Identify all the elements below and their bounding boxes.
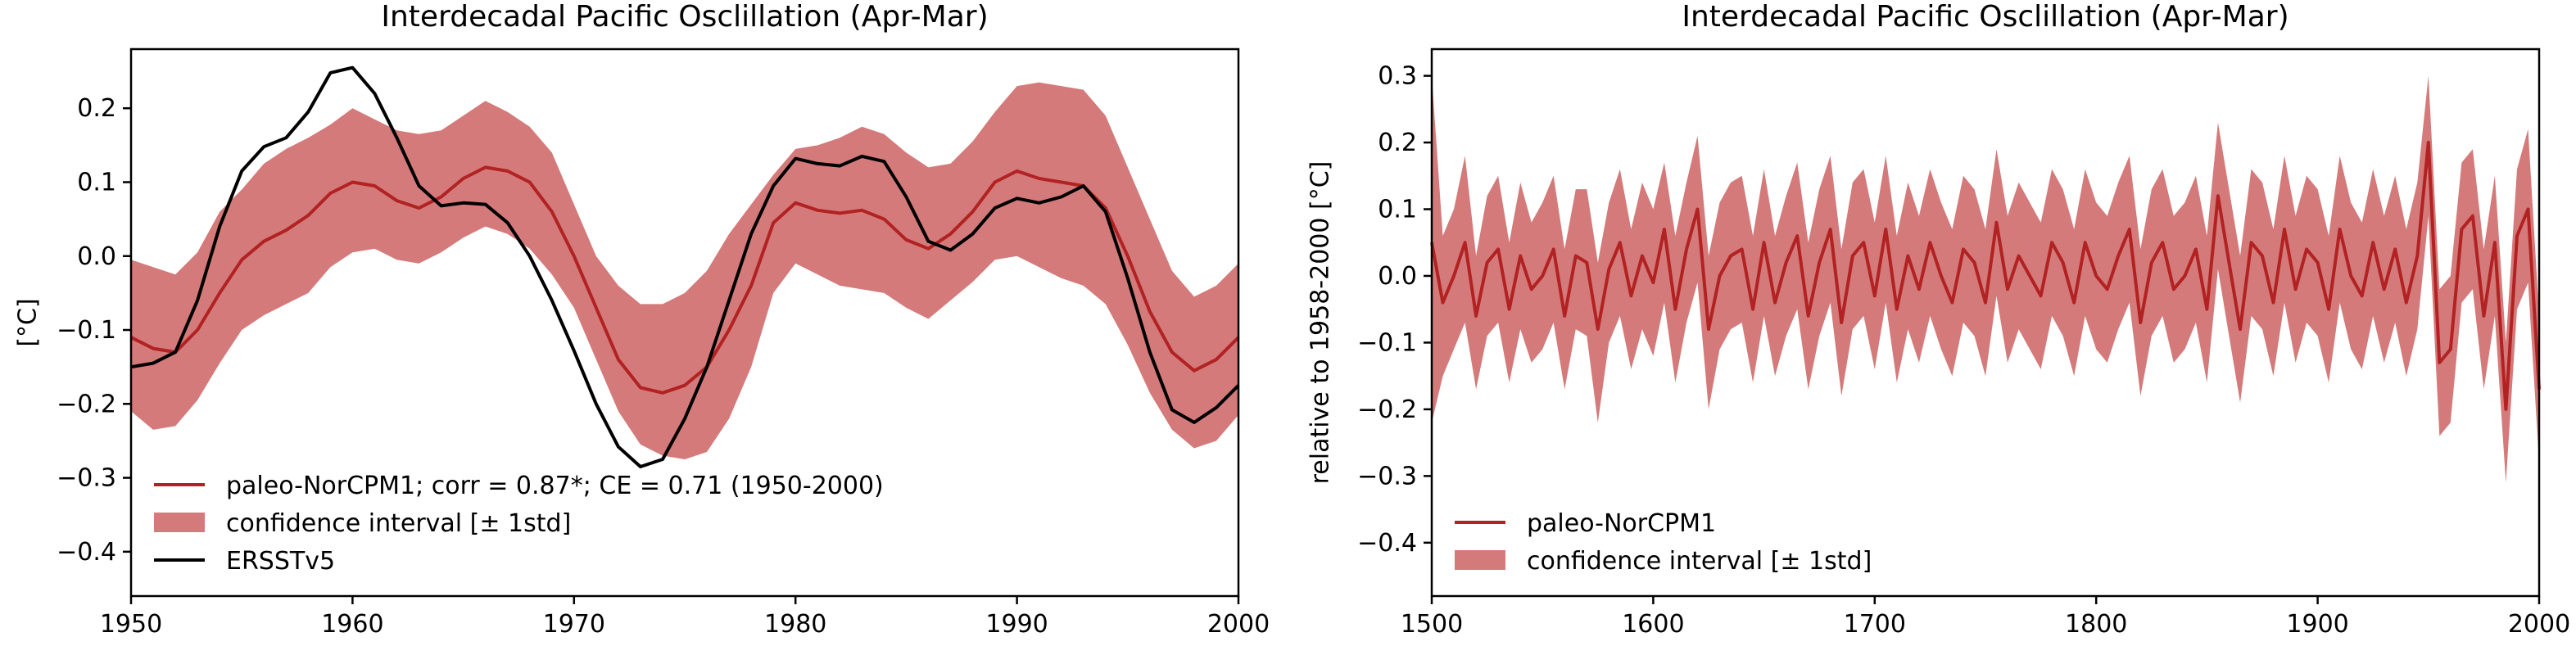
- y-tick-label: 0.0: [77, 242, 116, 271]
- legend: paleo-NorCPM1; corr = 0.87*; CE = 0.71 (…: [154, 472, 884, 576]
- y-tick-label: 0.2: [77, 94, 116, 123]
- axes-frame: [129, 47, 1240, 598]
- x-tick-label: 2000: [1207, 610, 1270, 639]
- x-tick-label: 1950: [100, 610, 162, 639]
- legend-label: confidence interval [± 1std]: [226, 509, 571, 538]
- y-tick-label: 0.3: [1378, 62, 1417, 91]
- y-tick-label: −0.2: [57, 390, 116, 418]
- x-tick-label: 1800: [2065, 610, 2127, 639]
- legend-label: paleo-NorCPM1: [1527, 509, 1716, 538]
- model-line: [1430, 141, 2541, 411]
- legend-patch-swatch: [1455, 550, 1505, 570]
- y-axis-label: relative to 1958-2000 [°C]: [1306, 161, 1335, 485]
- y-tick-label: 0.0: [1378, 262, 1417, 291]
- legend-label: confidence interval [± 1std]: [1527, 547, 1872, 576]
- x-tick-label: 1500: [1401, 610, 1463, 639]
- y-tick-label: −0.2: [1357, 395, 1417, 424]
- x-tick-label: 1990: [985, 610, 1048, 639]
- confidence-band: [131, 82, 1238, 459]
- x-tick-label: 1980: [764, 610, 826, 639]
- legend-label: paleo-NorCPM1; corr = 0.87*; CE = 0.71 (…: [226, 472, 884, 500]
- chart-panel-2: 1500 1600 1700 1800 1900 2000 −0.4 −0.3 −0.2 −0.1…: [1306, 0, 2571, 639]
- x-tick-label: 1700: [1844, 610, 1906, 639]
- x-tick-label: 1900: [2286, 610, 2348, 639]
- x-tick-label: 1970: [543, 610, 605, 639]
- ersst-line: [130, 66, 1240, 468]
- x-tick-label: 2000: [2508, 610, 2570, 639]
- x-tick-label: 1960: [321, 610, 383, 639]
- chart-title: Interdecadal Pacific Osclillation (Apr-M…: [1682, 0, 2289, 34]
- legend-patch-swatch: [154, 513, 205, 532]
- y-tick-label: −0.3: [1357, 462, 1417, 490]
- model-line: [130, 165, 1240, 395]
- y-tick-label: 0.2: [1378, 129, 1417, 157]
- y-axis-label: [°C]: [14, 298, 43, 346]
- confidence-band: [1432, 75, 2539, 483]
- y-tick-label: −0.1: [1357, 328, 1417, 357]
- y-tick-label: 0.1: [1378, 196, 1417, 224]
- y-tick-label: −0.4: [1357, 529, 1417, 558]
- y-tick-label: 0.1: [77, 168, 116, 197]
- legend: paleo-NorCPM1 confidence interval [± 1std…: [1455, 509, 1872, 576]
- axes-frame: [1430, 47, 2541, 598]
- x-tick-label: 1600: [1622, 610, 1684, 639]
- legend-label: ERSSTv5: [226, 547, 335, 576]
- y-tick-label: −0.1: [57, 316, 116, 345]
- y-tick-label: −0.3: [57, 464, 116, 493]
- chart-title: Interdecadal Pacific Osclillation (Apr-M…: [381, 0, 988, 34]
- chart-panel-1: 1950 1960 1970 1980 1990 2000 −0.4 −0.3 −0.2 −0.1…: [14, 0, 1270, 639]
- y-tick-label: −0.4: [57, 538, 116, 567]
